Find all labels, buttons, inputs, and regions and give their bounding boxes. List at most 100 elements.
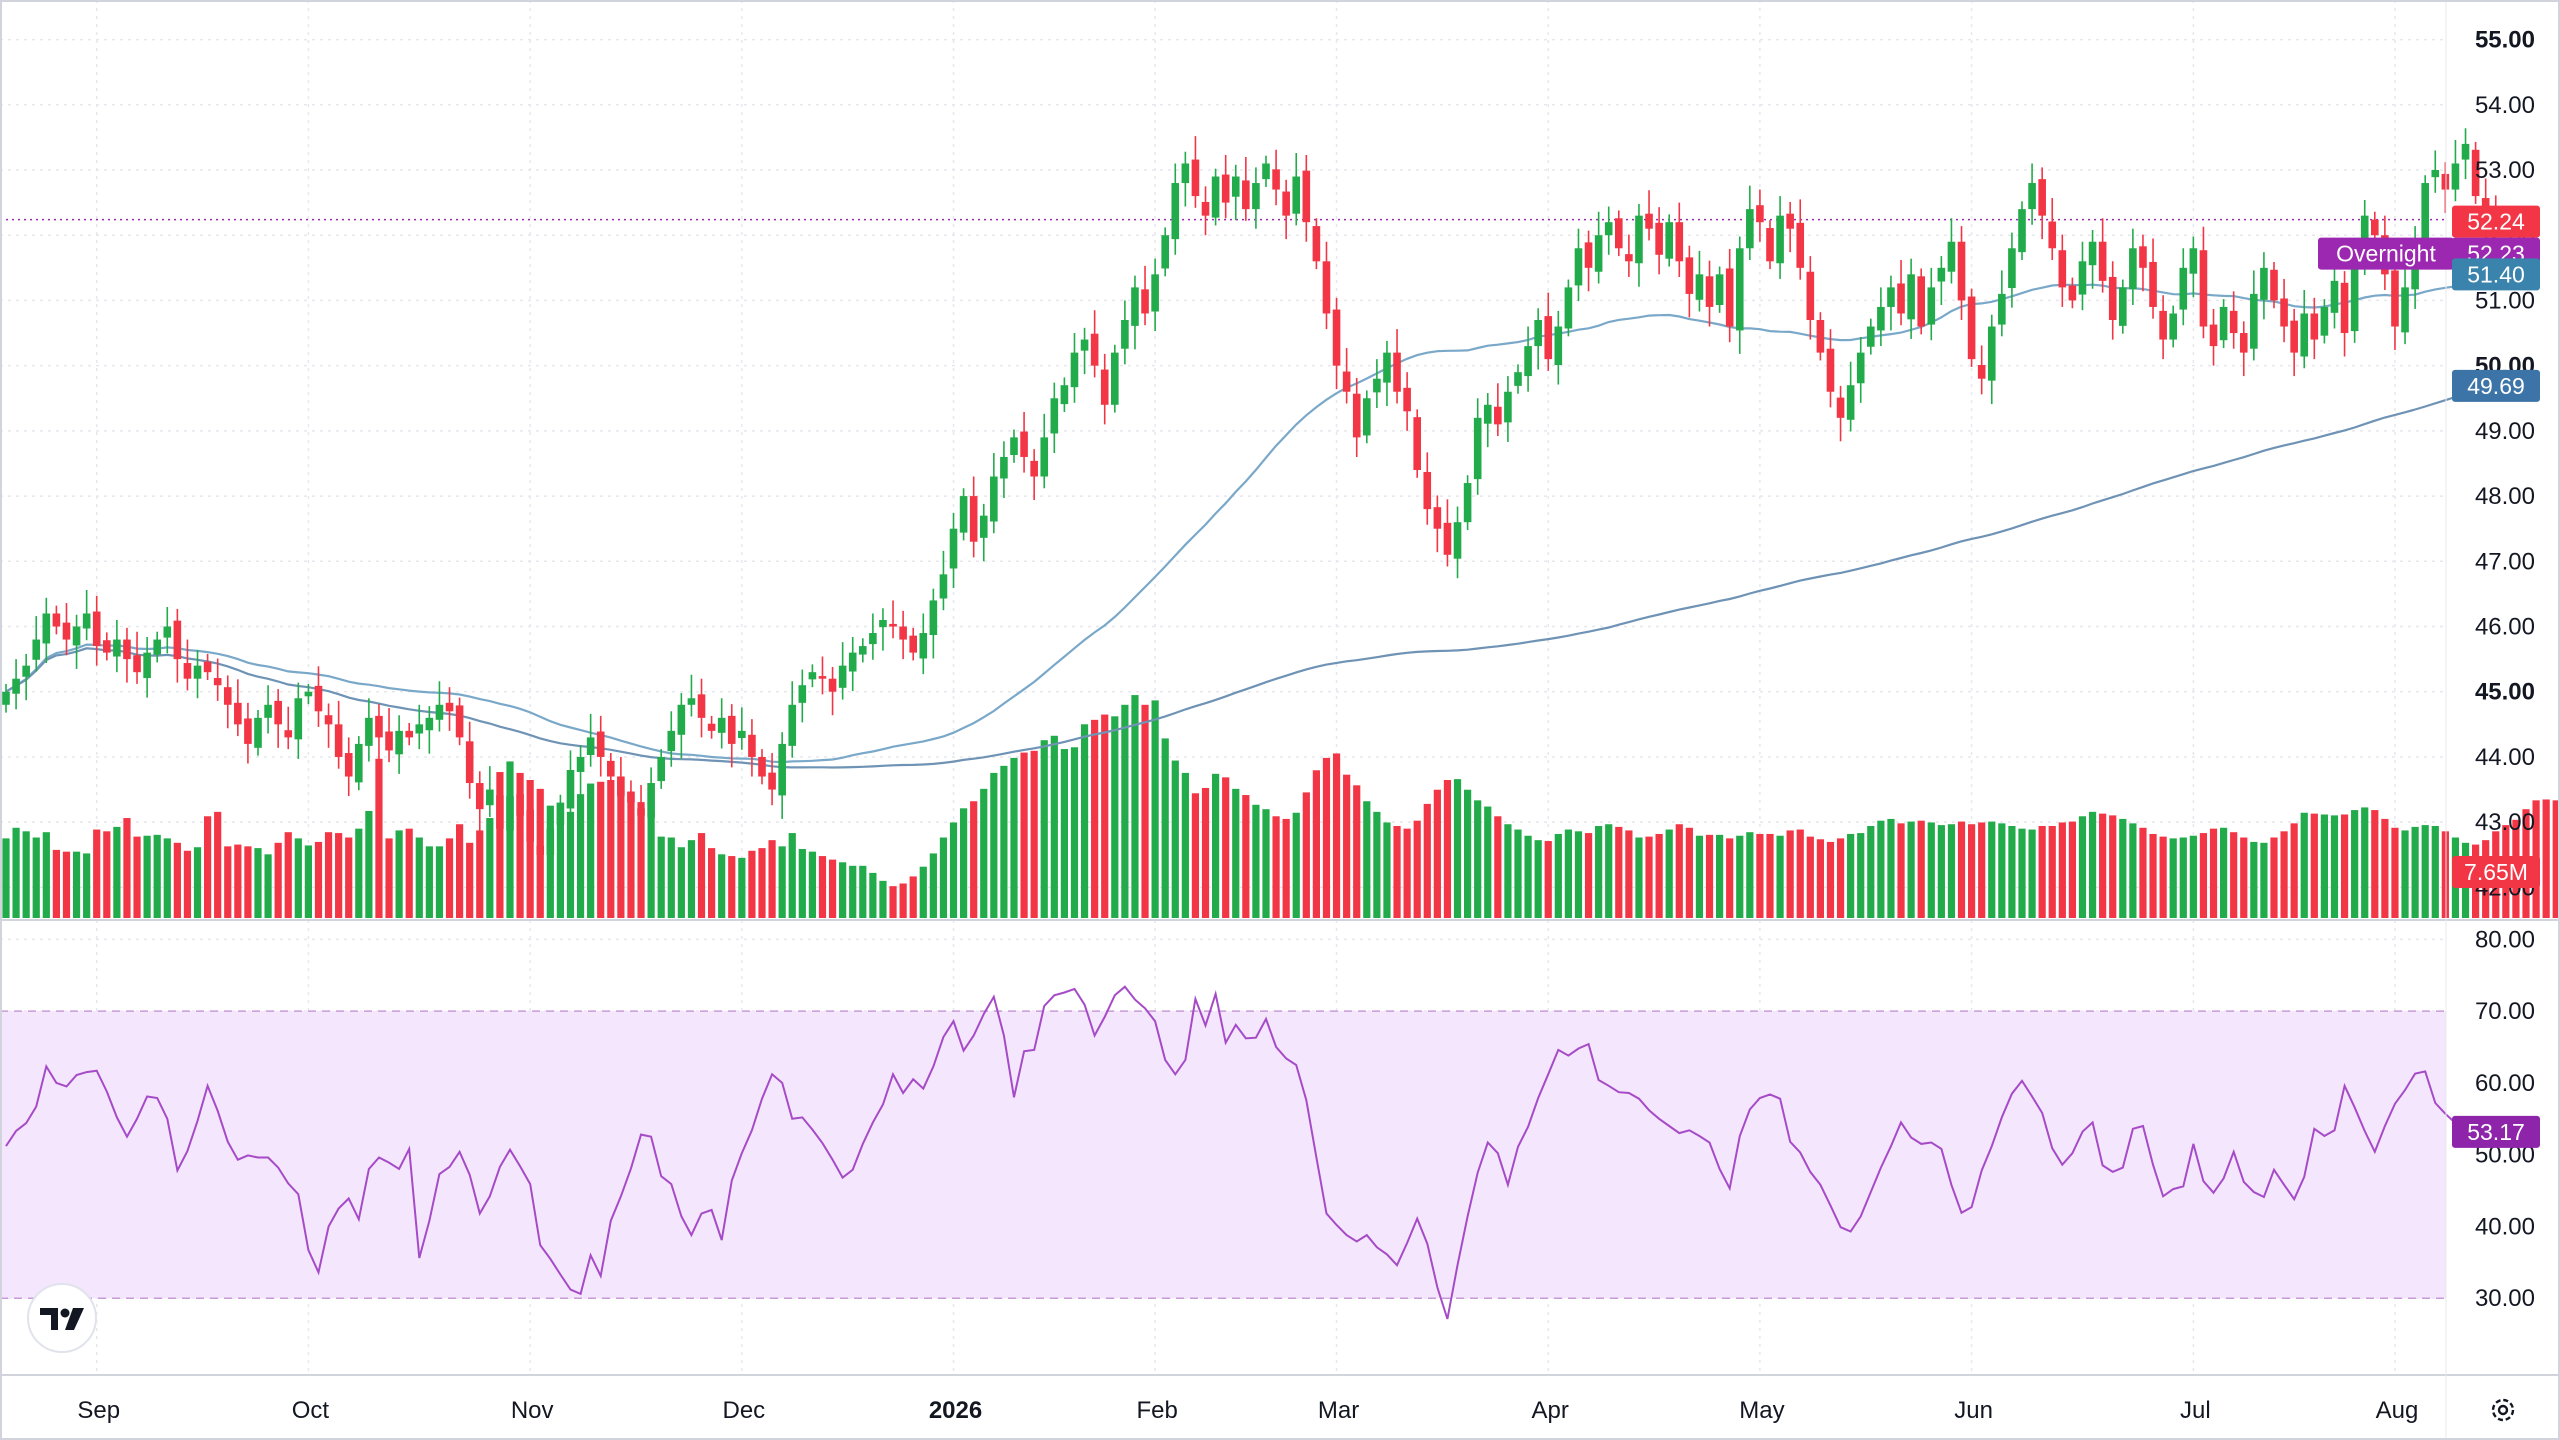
candle[interactable] xyxy=(1715,266,1724,313)
candle[interactable] xyxy=(1121,300,1129,365)
candle[interactable] xyxy=(1887,275,1895,331)
candle[interactable] xyxy=(828,666,837,716)
candle[interactable] xyxy=(1645,190,1653,241)
candle[interactable] xyxy=(173,608,182,683)
candle[interactable] xyxy=(526,798,534,866)
candle[interactable] xyxy=(1352,378,1361,457)
candle[interactable] xyxy=(637,785,645,828)
candle[interactable] xyxy=(798,669,807,723)
candle[interactable] xyxy=(2391,258,2399,350)
candle[interactable] xyxy=(1272,149,1280,206)
candle[interactable] xyxy=(223,675,232,729)
candle[interactable] xyxy=(1877,287,1885,347)
candle[interactable] xyxy=(2280,278,2288,343)
candle[interactable] xyxy=(2,683,10,713)
candle[interactable] xyxy=(1987,314,1996,405)
candle[interactable] xyxy=(62,603,71,656)
candle[interactable] xyxy=(52,605,61,635)
candle[interactable] xyxy=(1967,288,1976,367)
candle[interactable] xyxy=(1846,361,1855,432)
candle[interactable] xyxy=(2058,234,2067,307)
candle[interactable] xyxy=(2008,232,2016,308)
candle[interactable] xyxy=(1282,179,1290,240)
candle[interactable] xyxy=(596,715,605,777)
candle[interactable] xyxy=(1746,185,1754,260)
candle[interactable] xyxy=(1201,186,1210,236)
candle[interactable] xyxy=(2340,271,2349,357)
candle[interactable] xyxy=(1332,297,1341,390)
candle[interactable] xyxy=(1383,340,1391,407)
candle[interactable] xyxy=(1514,364,1522,394)
candle[interactable] xyxy=(1977,345,1986,395)
candle[interactable] xyxy=(1020,411,1028,473)
candle[interactable] xyxy=(1231,164,1240,221)
candle[interactable] xyxy=(435,681,444,732)
candle[interactable] xyxy=(2421,175,2429,248)
candle[interactable] xyxy=(1161,227,1169,277)
candle[interactable] xyxy=(1090,310,1099,378)
candle[interactable] xyxy=(284,706,293,750)
candle[interactable] xyxy=(415,704,424,750)
candle[interactable] xyxy=(2290,308,2298,377)
candle[interactable] xyxy=(344,737,353,797)
candle[interactable] xyxy=(1604,206,1613,255)
tradingview-logo-icon[interactable] xyxy=(27,1283,97,1353)
candle[interactable] xyxy=(465,721,474,799)
candle[interactable] xyxy=(375,704,383,761)
candle[interactable] xyxy=(566,750,575,825)
candle[interactable] xyxy=(607,753,615,785)
candle[interactable] xyxy=(2270,261,2278,309)
candle[interactable] xyxy=(2209,308,2218,366)
candle[interactable] xyxy=(576,745,585,796)
candle[interactable] xyxy=(304,683,313,705)
candle[interactable] xyxy=(365,698,373,762)
candle[interactable] xyxy=(2229,291,2238,349)
candle[interactable] xyxy=(647,767,655,838)
candle[interactable] xyxy=(163,606,172,654)
candle[interactable] xyxy=(12,659,20,710)
candle[interactable] xyxy=(869,613,877,660)
candle[interactable] xyxy=(808,664,817,688)
candle[interactable] xyxy=(939,550,948,611)
candle[interactable] xyxy=(2300,290,2309,369)
candle[interactable] xyxy=(1826,329,1835,408)
candle[interactable] xyxy=(1504,376,1512,442)
candle[interactable] xyxy=(1937,256,1946,305)
candle[interactable] xyxy=(1393,329,1401,404)
candle[interactable] xyxy=(516,774,524,832)
candle[interactable] xyxy=(2088,230,2097,289)
candle[interactable] xyxy=(1544,292,1553,371)
candle[interactable] xyxy=(103,632,111,661)
candle[interactable] xyxy=(314,666,323,727)
candle[interactable] xyxy=(1000,441,1008,499)
candle[interactable] xyxy=(244,702,252,764)
candle[interactable] xyxy=(1594,211,1603,284)
candle[interactable] xyxy=(1947,218,1956,284)
candle[interactable] xyxy=(2078,241,2087,311)
candle[interactable] xyxy=(1302,155,1311,242)
candle[interactable] xyxy=(1554,310,1563,385)
candle[interactable] xyxy=(1211,168,1220,226)
candle[interactable] xyxy=(1181,151,1190,207)
candle[interactable] xyxy=(213,658,222,701)
candle[interactable] xyxy=(1756,189,1764,242)
candle[interactable] xyxy=(899,610,907,660)
candle[interactable] xyxy=(758,749,766,785)
candle[interactable] xyxy=(2129,228,2137,305)
candle[interactable] xyxy=(1131,275,1139,350)
candle[interactable] xyxy=(1957,226,1966,320)
candle[interactable] xyxy=(818,656,827,695)
candle[interactable] xyxy=(193,650,202,699)
candle[interactable] xyxy=(617,756,625,812)
candle[interactable] xyxy=(2239,321,2248,377)
candle[interactable] xyxy=(1191,136,1200,208)
candle[interactable] xyxy=(1705,260,1714,327)
candle[interactable] xyxy=(1917,268,1925,335)
candle[interactable] xyxy=(445,687,454,731)
candle[interactable] xyxy=(2451,140,2460,202)
candle[interactable] xyxy=(1806,256,1815,340)
candle[interactable] xyxy=(385,708,393,763)
candle[interactable] xyxy=(1786,201,1794,253)
candle[interactable] xyxy=(1433,495,1442,553)
